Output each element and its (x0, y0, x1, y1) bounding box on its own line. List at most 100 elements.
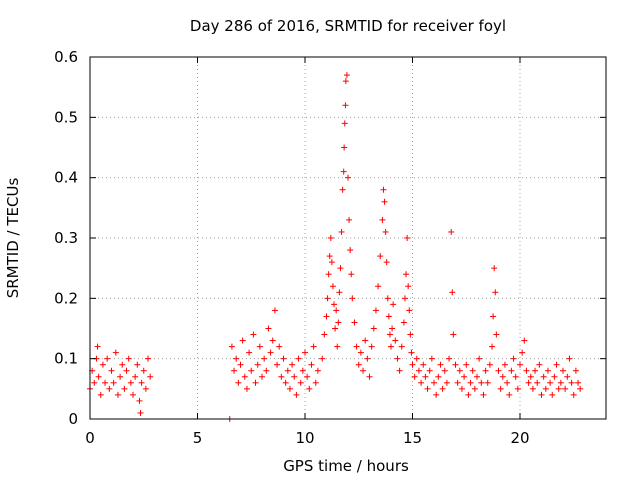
data-point (469, 367, 476, 374)
data-point (497, 385, 504, 392)
data-point (443, 379, 450, 386)
data-point (340, 168, 347, 175)
data-point (119, 361, 126, 368)
data-point (327, 235, 334, 241)
y-tick-label: 0.2 (54, 289, 78, 307)
data-point (506, 391, 513, 398)
data-point (370, 325, 377, 332)
data-point (339, 186, 346, 193)
data-point (403, 271, 410, 278)
data-point (280, 355, 287, 362)
data-point (380, 186, 387, 193)
data-point (406, 307, 413, 314)
data-point (420, 361, 427, 368)
data-point (269, 337, 276, 344)
data-point (392, 337, 399, 344)
data-point (106, 385, 113, 392)
data-point (291, 373, 298, 380)
data-point (572, 367, 579, 374)
data-point (99, 361, 106, 368)
data-point (467, 379, 474, 386)
data-points (87, 72, 584, 422)
y-tick-label: 0.6 (54, 48, 78, 66)
data-point (335, 319, 342, 326)
data-point (538, 391, 545, 398)
data-point (362, 337, 369, 344)
data-point (452, 361, 459, 368)
data-point (480, 391, 487, 398)
data-point (551, 373, 558, 380)
data-point (474, 373, 480, 380)
data-point (504, 379, 511, 386)
data-point (461, 373, 468, 380)
data-point (95, 373, 102, 380)
data-point (125, 355, 132, 362)
data-point (360, 367, 367, 374)
x-tick-label: 10 (295, 429, 314, 447)
data-point (553, 361, 560, 368)
data-point (97, 391, 104, 398)
data-point (388, 343, 394, 350)
data-point (428, 355, 435, 362)
data-point (398, 343, 405, 350)
data-point (433, 391, 440, 398)
y-tick-labels: 0 0.1 0.2 0.3 0.4 0.5 0.6 (54, 48, 78, 428)
data-point (347, 247, 354, 254)
data-point (389, 325, 396, 332)
data-point (382, 228, 389, 235)
data-point (401, 295, 408, 302)
data-point (276, 343, 283, 350)
data-point (532, 367, 539, 374)
data-point (123, 367, 130, 374)
data-point (254, 361, 261, 368)
data-point (491, 265, 498, 272)
x-tick-label: 5 (193, 429, 203, 447)
data-point (351, 319, 358, 326)
data-point (424, 385, 431, 392)
y-tick-label: 0.4 (54, 169, 78, 187)
data-point (519, 349, 526, 356)
data-point (517, 361, 523, 368)
y-axis-label: SRMTID / TECUs (4, 178, 22, 299)
data-point (134, 361, 141, 368)
data-point (112, 349, 119, 356)
data-point (390, 301, 397, 308)
data-point (331, 301, 338, 308)
data-point (521, 337, 528, 344)
data-point (265, 325, 272, 332)
data-point (278, 373, 285, 380)
data-point (334, 343, 341, 350)
data-point (383, 259, 390, 266)
data-point (523, 367, 530, 374)
data-point (400, 319, 407, 326)
data-point (147, 373, 154, 380)
data-point (549, 391, 556, 398)
data-point (454, 379, 461, 386)
data-point (114, 391, 121, 398)
x-axis-label: GPS time / hours (283, 457, 409, 475)
data-point (499, 373, 506, 380)
data-point (91, 379, 98, 386)
data-point (495, 367, 502, 374)
data-point (372, 307, 379, 314)
x-tick-label: 0 (85, 429, 95, 447)
data-point (248, 367, 255, 374)
data-point (137, 409, 144, 416)
data-point (375, 283, 382, 290)
data-point (132, 373, 139, 380)
data-point (458, 385, 465, 392)
x-tick-label: 15 (403, 429, 422, 447)
data-point (409, 361, 416, 368)
data-point (544, 367, 551, 374)
chart-title: Day 286 of 2016, SRMTID for receiver foy… (190, 17, 506, 35)
data-point (404, 235, 411, 241)
data-point (566, 355, 573, 362)
data-point (337, 265, 344, 272)
data-point (325, 271, 332, 278)
data-point (250, 331, 257, 338)
data-point (508, 367, 515, 374)
data-point (138, 379, 145, 386)
data-point (407, 331, 414, 338)
data-point (284, 367, 291, 374)
